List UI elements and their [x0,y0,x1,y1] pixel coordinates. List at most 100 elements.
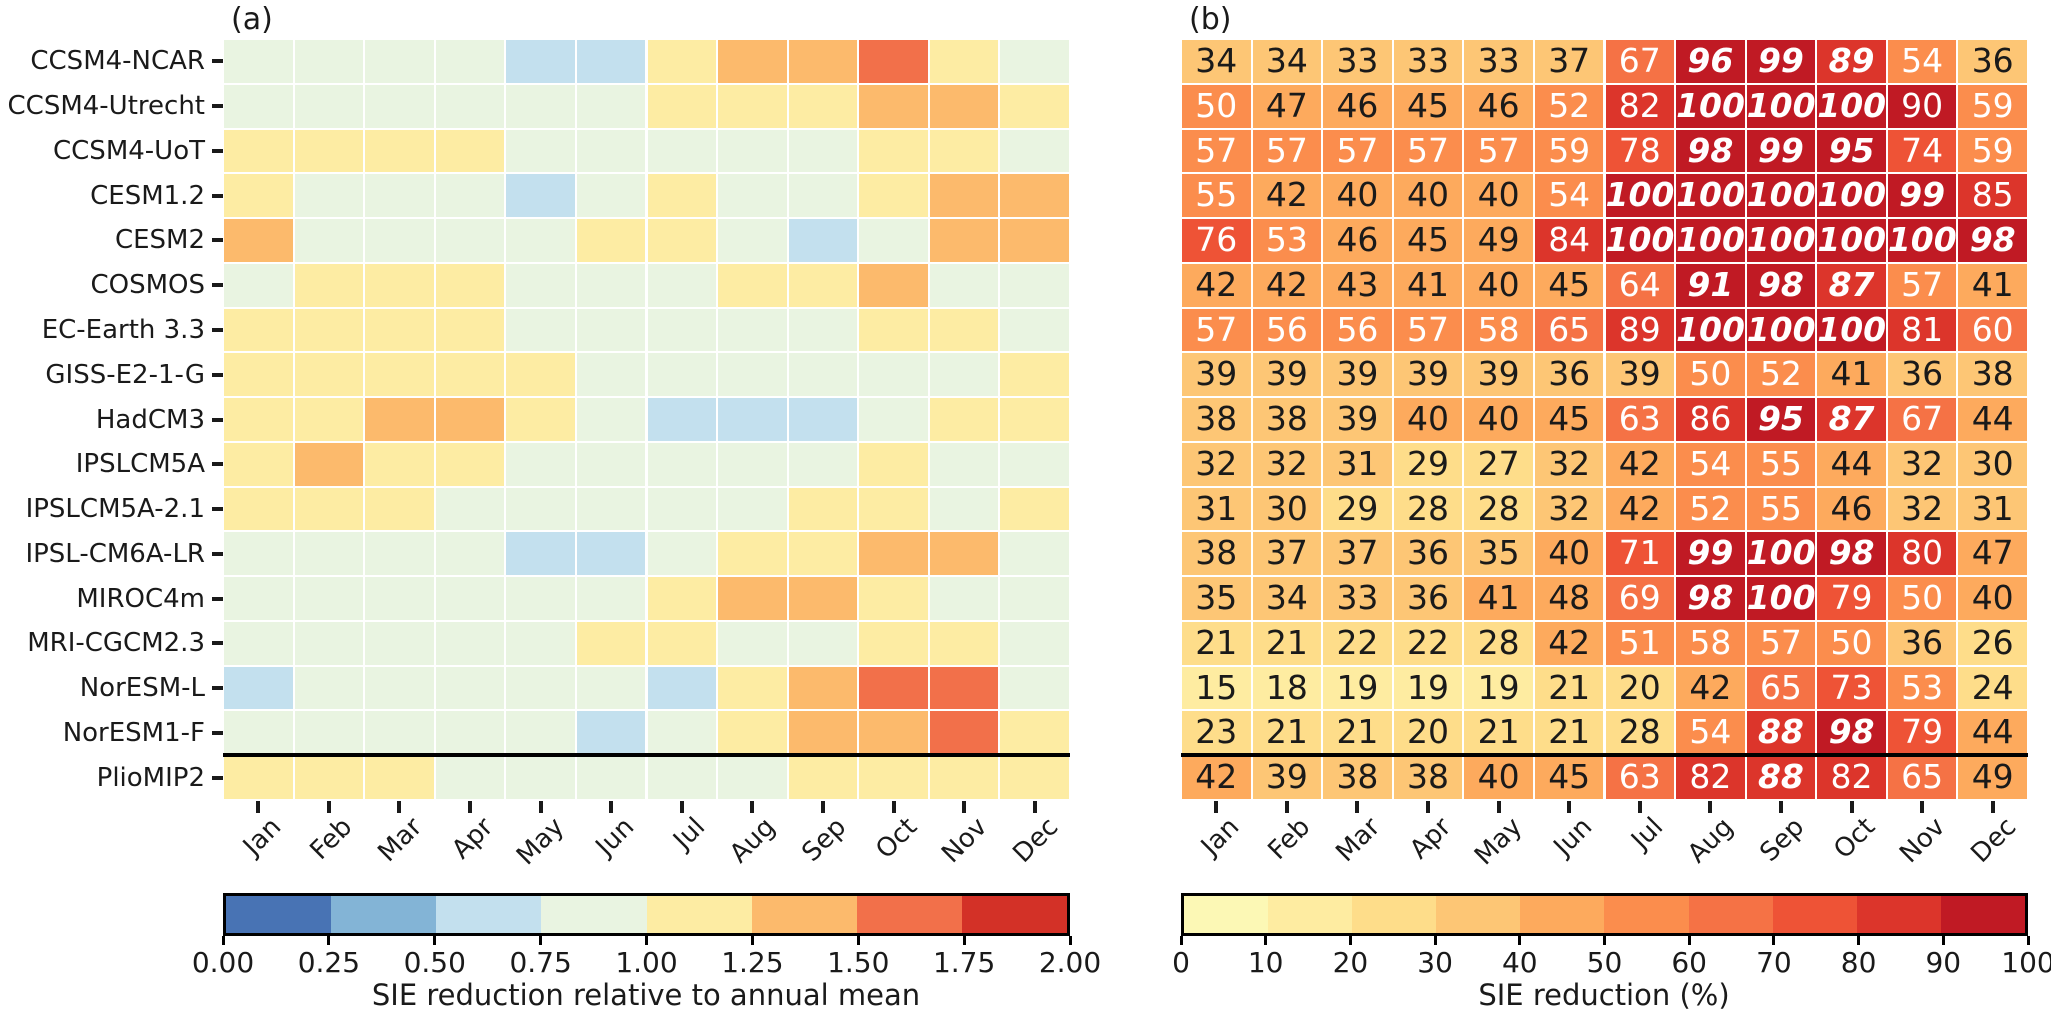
heatmap-cell-a [435,219,505,262]
heatmap-cell-b: 79 [1817,577,1886,620]
heatmap-cell-b: 32 [1182,442,1251,486]
colorbar-segment [856,896,962,933]
heatmap-cell-a [506,756,575,799]
heatmap-cell-b: 33 [1464,40,1533,83]
heatmap-cell-a [365,308,434,352]
heatmap-cell-b: 39 [1464,353,1533,397]
heatmap-cell-a [435,756,505,799]
heatmap-cell-a [506,621,575,665]
colorbar-segment [331,896,437,933]
heatmap-cell-a [365,84,434,128]
colorbar-tick-label: 10 [1247,946,1284,979]
heatmap-cell-a [576,487,646,531]
heatmap-cell-a [859,263,928,307]
heatmap-cell-a [718,308,787,352]
heatmap-cell-a [1000,263,1069,307]
heatmap-cell-b: 31 [1323,442,1392,486]
colorbar-segment [1352,896,1437,933]
colorbar-segment [646,896,752,933]
heatmap-cell-a [718,532,787,576]
heatmap-cell-a [718,621,787,665]
heatmap-cell-a [788,398,858,441]
heatmap-cell-b: 52 [1534,84,1604,128]
heatmap-cell-a [788,621,858,665]
heatmap-cell-b: 40 [1464,398,1533,441]
x-axis-tick [750,801,755,813]
heatmap-cell-a [435,174,505,218]
heatmap-cell-b: 58 [1464,308,1533,352]
heatmap-cell-b: 100 [1817,308,1886,352]
y-axis-tick [212,507,223,512]
heatmap-cell-a [647,263,717,307]
heatmap-cell-a [576,84,646,128]
heatmap-cell-a [929,398,999,441]
heatmap-cell-b: 100 [1817,174,1886,218]
heatmap-cell-b: 50 [1887,577,1957,620]
heatmap-cell-a [576,174,646,218]
heatmap-cell-b: 95 [1746,398,1816,441]
panel-a-heatmap [223,39,1070,800]
heatmap-cell-b: 82 [1817,756,1886,799]
heatmap-cell-a [1000,487,1069,531]
colorbar-tick [539,936,543,945]
model-label: NorESM-L [79,673,205,704]
x-axis-tick [1032,801,1037,813]
colorbar-segment [751,896,857,933]
heatmap-cell-a [718,263,787,307]
heatmap-cell-b: 32 [1887,487,1957,531]
heatmap-cell-b: 58 [1676,621,1745,665]
heatmap-cell-a [576,353,646,397]
heatmap-cell-a [224,577,293,620]
heatmap-cell-a [1000,711,1069,755]
colorbar-tick-label: 0.50 [403,946,466,979]
colorbar-segment [1772,896,1857,933]
heatmap-cell-a [929,263,999,307]
colorbar-tick-label: 40 [1501,946,1538,979]
heatmap-cell-b: 73 [1817,666,1886,710]
y-axis-tick [212,551,223,556]
colorbar-segment [1940,896,2025,933]
heatmap-cell-b: 54 [1676,711,1745,755]
ensemble-separator-line [1181,753,2028,758]
heatmap-cell-b: 95 [1817,129,1886,173]
y-axis-tick [212,283,223,288]
heatmap-cell-b: 38 [1252,398,1322,441]
heatmap-cell-a [859,174,928,218]
heatmap-cell-b: 42 [1252,263,1322,307]
heatmap-cell-a [224,129,293,173]
heatmap-cell-a [859,532,928,576]
heatmap-cell-b: 31 [1182,487,1251,531]
panel-b-colorbar-label: SIE reduction (%) [1478,978,1730,1012]
heatmap-cell-a [506,219,575,262]
heatmap-cell-b: 32 [1534,442,1604,486]
y-axis-tick [212,730,223,735]
heatmap-cell-a [718,219,787,262]
x-axis-tick [397,801,402,813]
heatmap-cell-b: 36 [1534,353,1604,397]
colorbar-tick-label: 1.00 [615,946,678,979]
heatmap-cell-a [365,353,434,397]
heatmap-cell-b: 82 [1676,756,1745,799]
heatmap-cell-a [929,577,999,620]
heatmap-cell-b: 59 [1534,129,1604,173]
heatmap-cell-b: 88 [1746,756,1816,799]
x-axis-tick [1496,801,1501,813]
heatmap-cell-b: 38 [1182,398,1251,441]
heatmap-cell-a [1000,666,1069,710]
heatmap-cell-a [647,174,717,218]
heatmap-cell-a [435,263,505,307]
heatmap-cell-b: 20 [1605,666,1675,710]
heatmap-cell-b: 87 [1817,263,1886,307]
heatmap-cell-b: 20 [1393,711,1463,755]
heatmap-cell-a [365,129,434,173]
heatmap-cell-a [435,442,505,486]
x-axis-tick [1214,801,1219,813]
colorbar-tick-label: 80 [1840,946,1877,979]
x-axis-tick [1426,801,1431,813]
heatmap-cell-a [224,621,293,665]
heatmap-cell-a [365,487,434,531]
colorbar-tick [856,936,860,945]
heatmap-cell-a [929,308,999,352]
y-axis-tick [212,596,223,601]
heatmap-cell-a [788,353,858,397]
